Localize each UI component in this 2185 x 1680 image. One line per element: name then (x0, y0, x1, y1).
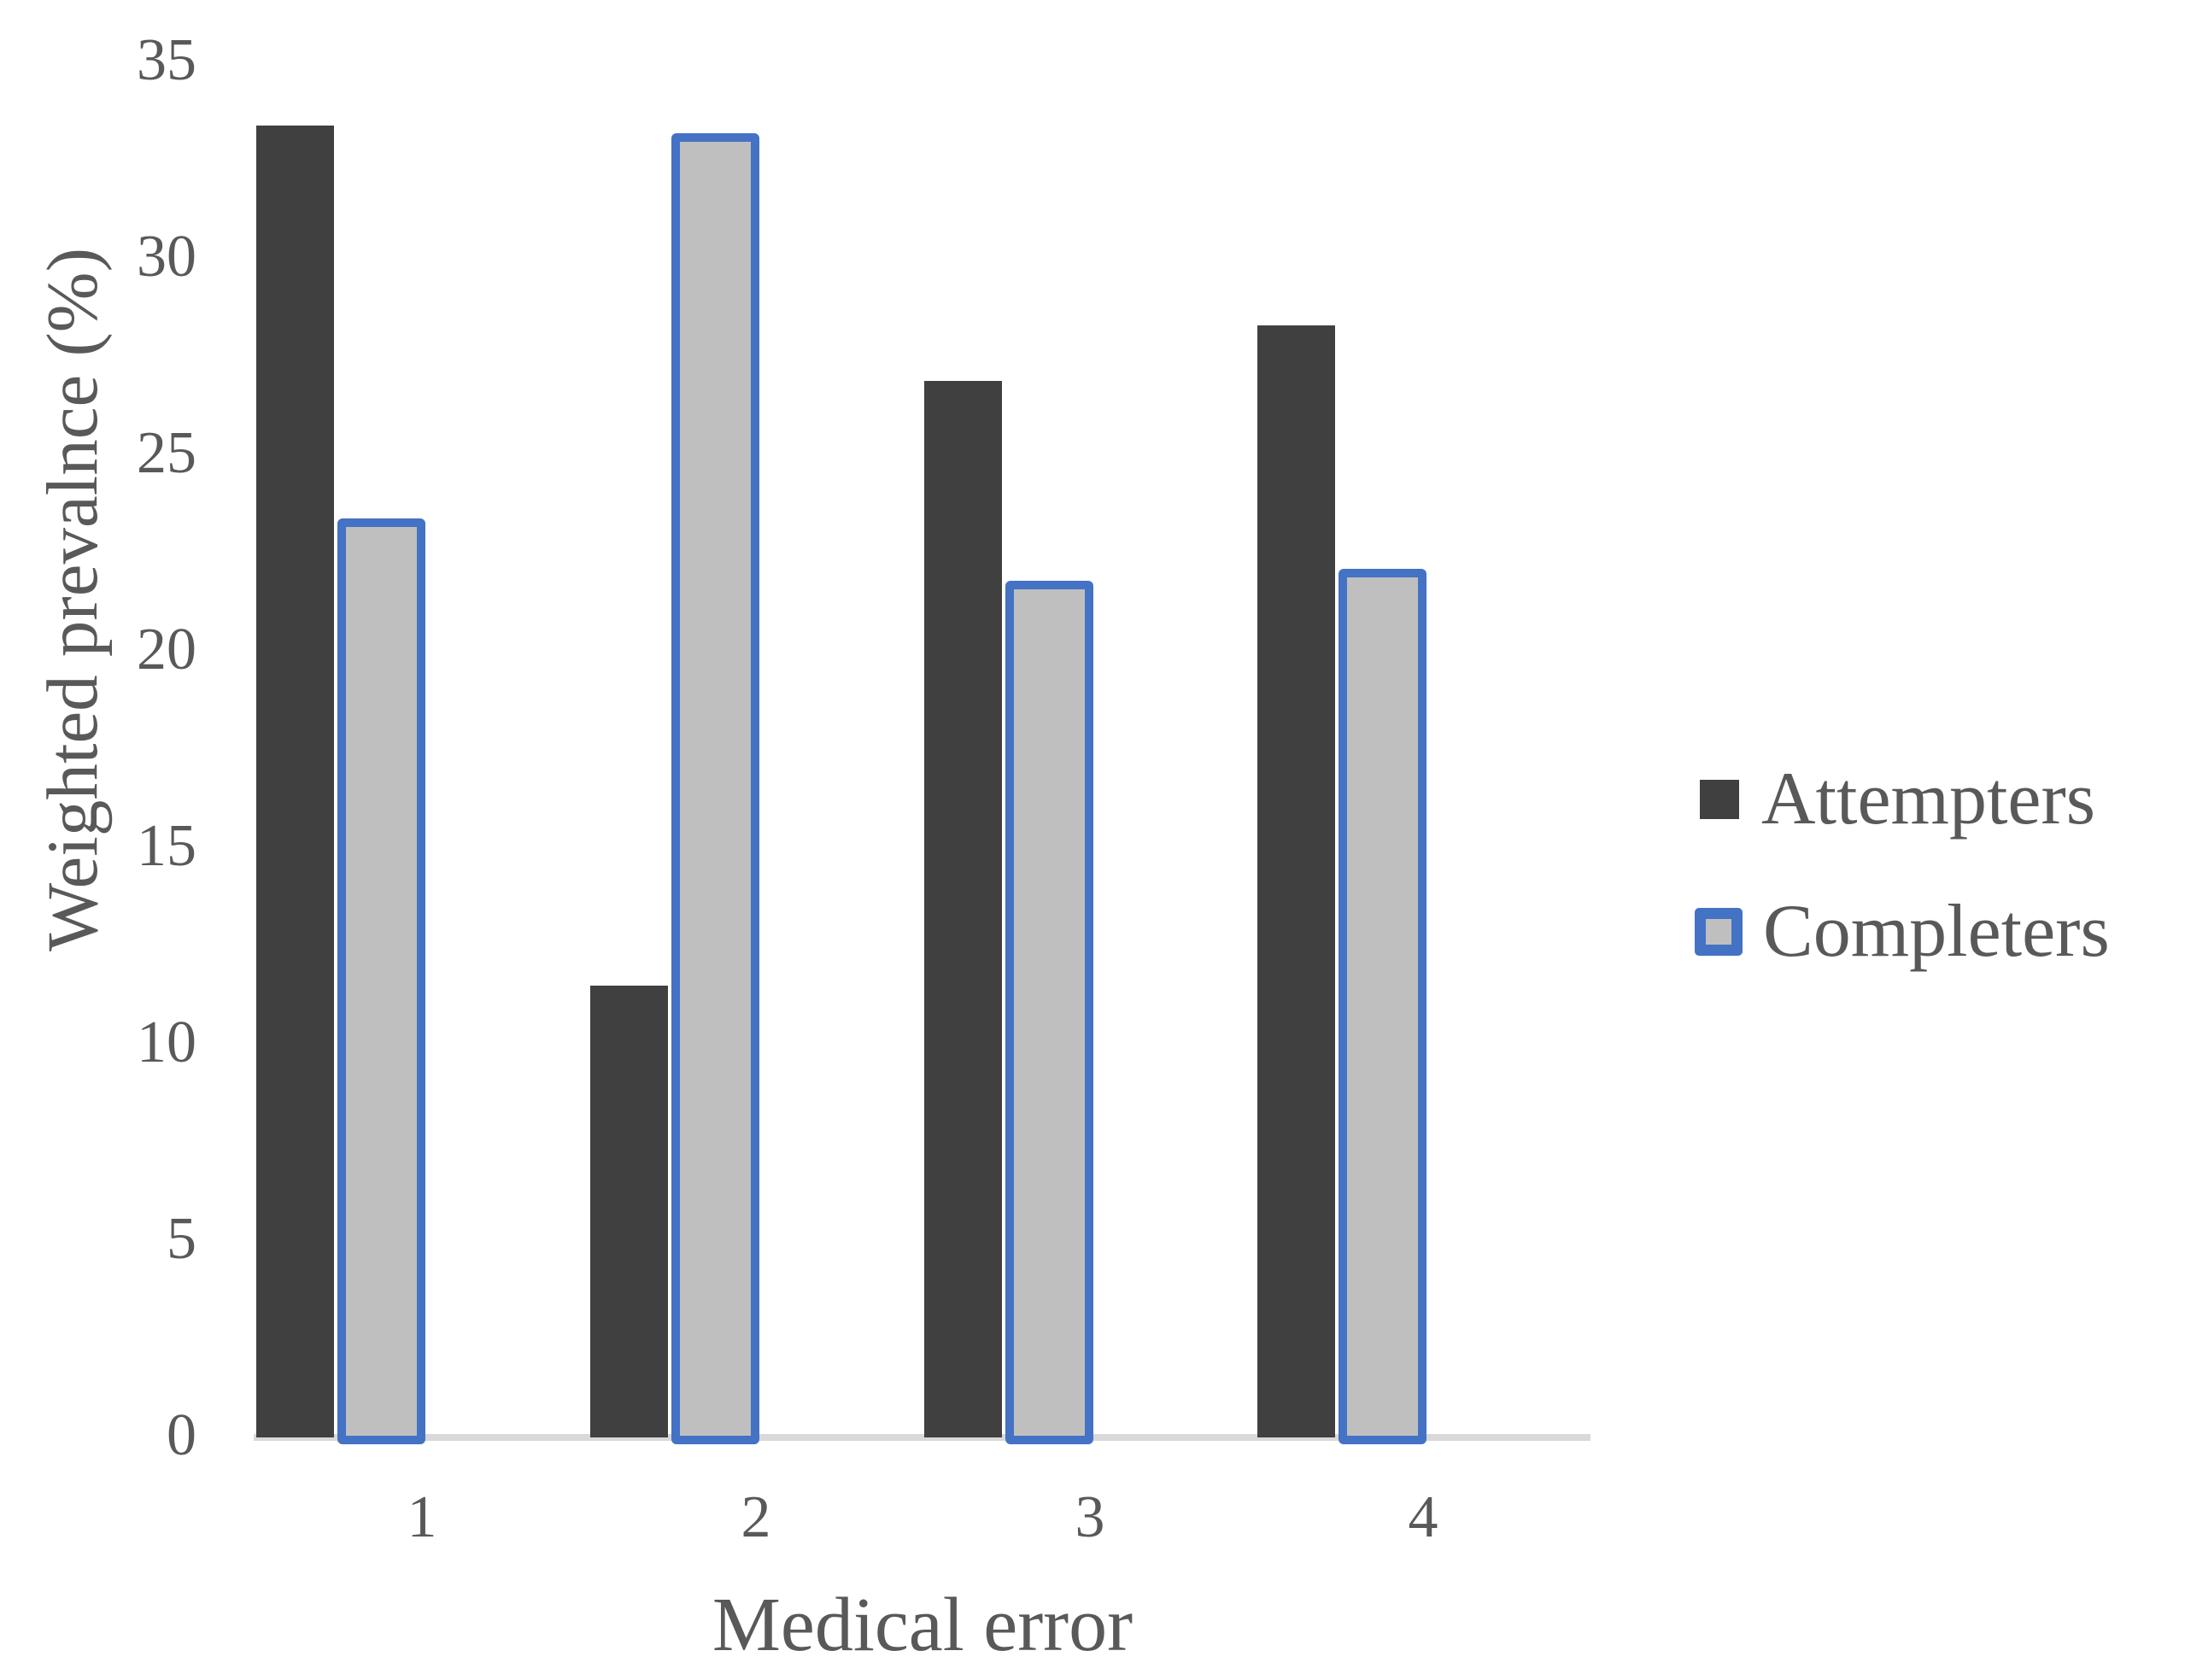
y-tick-10: 10 (137, 1010, 196, 1075)
bar-attempters-3 (924, 381, 1002, 1437)
y-tick-5: 5 (167, 1206, 196, 1272)
y-tick-20: 20 (137, 617, 196, 682)
x-tick-4: 4 (1408, 1484, 1438, 1550)
x-tick-3: 3 (1075, 1484, 1105, 1550)
legend-item-completers: Completers (1695, 890, 2110, 973)
x-axis-line (254, 1434, 1590, 1441)
y-tick-30: 30 (137, 224, 196, 290)
y-tick-25: 25 (137, 420, 196, 486)
y-tick-0: 0 (167, 1402, 196, 1468)
completers-swatch-icon (1695, 907, 1743, 956)
bar-completers-2 (671, 133, 759, 1444)
bar-attempters-2 (590, 986, 668, 1437)
y-tick-15: 15 (137, 813, 196, 879)
legend-label-completers: Completers (1763, 890, 2110, 973)
x-tick-1: 1 (407, 1484, 437, 1550)
bar-completers-4 (1339, 569, 1426, 1444)
bar-attempters-1 (256, 126, 334, 1437)
x-axis-title: Medical error (712, 1583, 1134, 1667)
bar-attempters-4 (1257, 325, 1335, 1437)
attempters-swatch-icon (1700, 779, 1739, 819)
y-tick-35: 35 (137, 27, 196, 93)
legend-label-attempters: Attempters (1761, 758, 2096, 840)
bar-completers-1 (337, 518, 425, 1444)
legend-item-attempters: Attempters (1695, 758, 2095, 840)
x-tick-2: 2 (741, 1484, 771, 1550)
bar-completers-3 (1005, 581, 1093, 1444)
